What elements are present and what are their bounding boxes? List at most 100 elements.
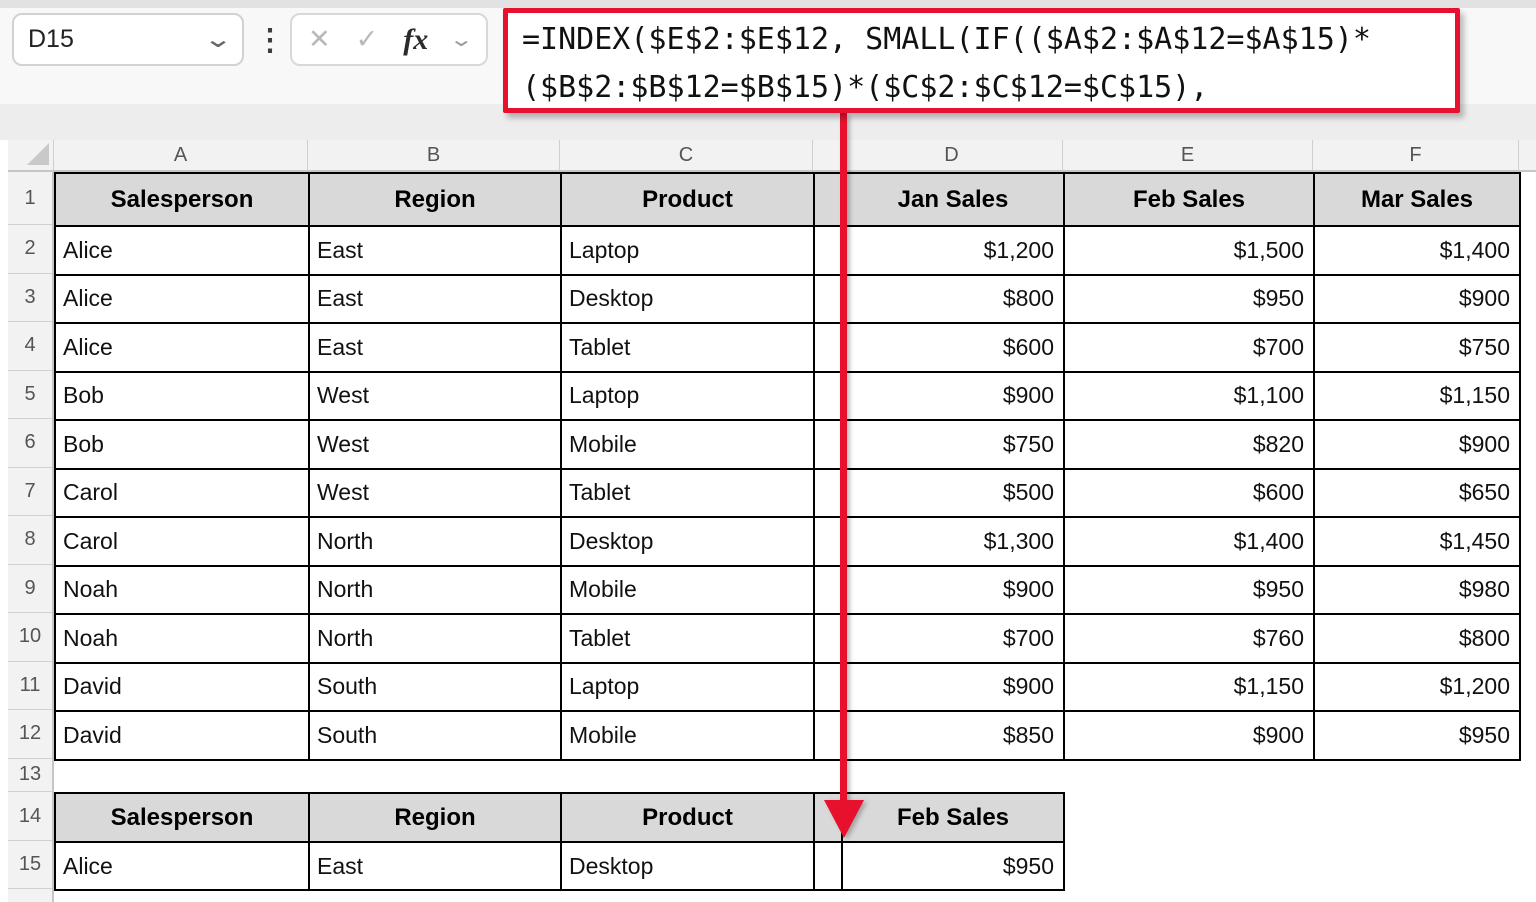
cell-F10[interactable]: $800: [1315, 615, 1521, 664]
row-header-11[interactable]: 11: [8, 662, 52, 710]
cell-F2[interactable]: $1,400: [1315, 227, 1521, 276]
cell-B12[interactable]: South: [310, 712, 562, 761]
cell-A14[interactable]: Salesperson: [56, 794, 310, 843]
cell-E3[interactable]: $950: [1065, 275, 1315, 324]
row-header-10[interactable]: 10: [8, 613, 52, 662]
cell-C8[interactable]: Desktop: [562, 518, 815, 567]
row-header-2[interactable]: 2: [8, 225, 52, 274]
cell-B9[interactable]: North: [310, 566, 562, 615]
cell-F4[interactable]: $750: [1315, 324, 1521, 373]
row-header-12[interactable]: 12: [8, 710, 52, 759]
cell-C5[interactable]: Laptop: [562, 372, 815, 421]
cell-A3[interactable]: Alice: [56, 275, 310, 324]
col-header-B[interactable]: B: [308, 140, 560, 170]
cell-E7[interactable]: $600: [1065, 469, 1315, 518]
cell-D8[interactable]: $1,300: [843, 518, 1065, 567]
row-header-13[interactable]: 13: [8, 759, 52, 792]
insert-function-icon[interactable]: fx: [403, 22, 429, 56]
cell-F12[interactable]: $950: [1315, 712, 1521, 761]
row-header-7[interactable]: 7: [8, 468, 52, 516]
cell-D4[interactable]: $600: [843, 324, 1065, 373]
cell-B4[interactable]: East: [310, 324, 562, 373]
cell-E8[interactable]: $1,400: [1065, 518, 1315, 567]
fx-chevron-icon[interactable]: ⌄: [449, 29, 475, 51]
spacer-cell-5[interactable]: [815, 372, 843, 421]
cell-C11[interactable]: Laptop: [562, 663, 815, 712]
col-header-D[interactable]: D: [841, 140, 1063, 170]
cell-C14[interactable]: Product: [562, 794, 815, 843]
cell-E11[interactable]: $1,150: [1065, 663, 1315, 712]
cell-A9[interactable]: Noah: [56, 566, 310, 615]
cell-A7[interactable]: Carol: [56, 469, 310, 518]
name-box[interactable]: D15 ⌄: [12, 13, 244, 66]
cell-A11[interactable]: David: [56, 663, 310, 712]
cell-B10[interactable]: North: [310, 615, 562, 664]
cell-C3[interactable]: Desktop: [562, 275, 815, 324]
row-header-9[interactable]: 9: [8, 565, 52, 613]
cell-E4[interactable]: $700: [1065, 324, 1315, 373]
cell-D14[interactable]: Feb Sales: [843, 794, 1065, 843]
cell-E1[interactable]: Feb Sales: [1065, 174, 1315, 227]
cell-B15[interactable]: East: [310, 843, 562, 891]
cell-D15[interactable]: $950: [843, 843, 1065, 891]
cell-A10[interactable]: Noah: [56, 615, 310, 664]
row-header-8[interactable]: 8: [8, 516, 52, 565]
cell-A1[interactable]: Salesperson: [56, 174, 310, 227]
cell-A12[interactable]: David: [56, 712, 310, 761]
cell-D9[interactable]: $900: [843, 566, 1065, 615]
cell-F6[interactable]: $900: [1315, 421, 1521, 470]
cell-E5[interactable]: $1,100: [1065, 372, 1315, 421]
cell-A2[interactable]: Alice: [56, 227, 310, 276]
cell-D2[interactable]: $1,200: [843, 227, 1065, 276]
col-header-E[interactable]: E: [1063, 140, 1313, 170]
cell-B8[interactable]: North: [310, 518, 562, 567]
cell-D1[interactable]: Jan Sales: [843, 174, 1065, 227]
cell-A15[interactable]: Alice: [56, 843, 310, 891]
cell-A6[interactable]: Bob: [56, 421, 310, 470]
cell-F11[interactable]: $1,200: [1315, 663, 1521, 712]
cell-F3[interactable]: $900: [1315, 275, 1521, 324]
cell-E9[interactable]: $950: [1065, 566, 1315, 615]
col-header-gap[interactable]: [813, 140, 841, 170]
spacer-cell-1[interactable]: [815, 174, 843, 227]
cell-C15[interactable]: Desktop: [562, 843, 815, 891]
cell-C2[interactable]: Laptop: [562, 227, 815, 276]
cell-E10[interactable]: $760: [1065, 615, 1315, 664]
cell-A4[interactable]: Alice: [56, 324, 310, 373]
cell-D6[interactable]: $750: [843, 421, 1065, 470]
spacer-cell-12[interactable]: [815, 712, 843, 761]
cell-B6[interactable]: West: [310, 421, 562, 470]
cell-E12[interactable]: $900: [1065, 712, 1315, 761]
col-header-F[interactable]: F: [1313, 140, 1519, 170]
spacer-cell-11[interactable]: [815, 663, 843, 712]
cell-F1[interactable]: Mar Sales: [1315, 174, 1521, 227]
row-header-5[interactable]: 5: [8, 371, 52, 419]
col-header-A[interactable]: A: [54, 140, 308, 170]
cell-B1[interactable]: Region: [310, 174, 562, 227]
formula-highlight-box[interactable]: =INDEX($E$2:$E$12, SMALL(IF(($A$2:$A$12=…: [503, 8, 1460, 113]
cell-D5[interactable]: $900: [843, 372, 1065, 421]
enter-icon[interactable]: ✓: [355, 24, 379, 54]
cell-B11[interactable]: South: [310, 663, 562, 712]
cell-D3[interactable]: $800: [843, 275, 1065, 324]
cell-C7[interactable]: Tablet: [562, 469, 815, 518]
cell-C9[interactable]: Mobile: [562, 566, 815, 615]
cell-F7[interactable]: $650: [1315, 469, 1521, 518]
cell-D12[interactable]: $850: [843, 712, 1065, 761]
spacer-cell-7[interactable]: [815, 469, 843, 518]
cell-B7[interactable]: West: [310, 469, 562, 518]
cell-B2[interactable]: East: [310, 227, 562, 276]
cell-A8[interactable]: Carol: [56, 518, 310, 567]
spacer-cell-8[interactable]: [815, 518, 843, 567]
cell-A5[interactable]: Bob: [56, 372, 310, 421]
spacer-cell-4[interactable]: [815, 324, 843, 373]
cell-D10[interactable]: $700: [843, 615, 1065, 664]
cell-F9[interactable]: $980: [1315, 566, 1521, 615]
spacer-cell-9[interactable]: [815, 566, 843, 615]
spacer-cell-10[interactable]: [815, 615, 843, 664]
cell-B5[interactable]: West: [310, 372, 562, 421]
cell-C12[interactable]: Mobile: [562, 712, 815, 761]
row-header-6[interactable]: 6: [8, 419, 52, 468]
cell-C6[interactable]: Mobile: [562, 421, 815, 470]
cell-D11[interactable]: $900: [843, 663, 1065, 712]
